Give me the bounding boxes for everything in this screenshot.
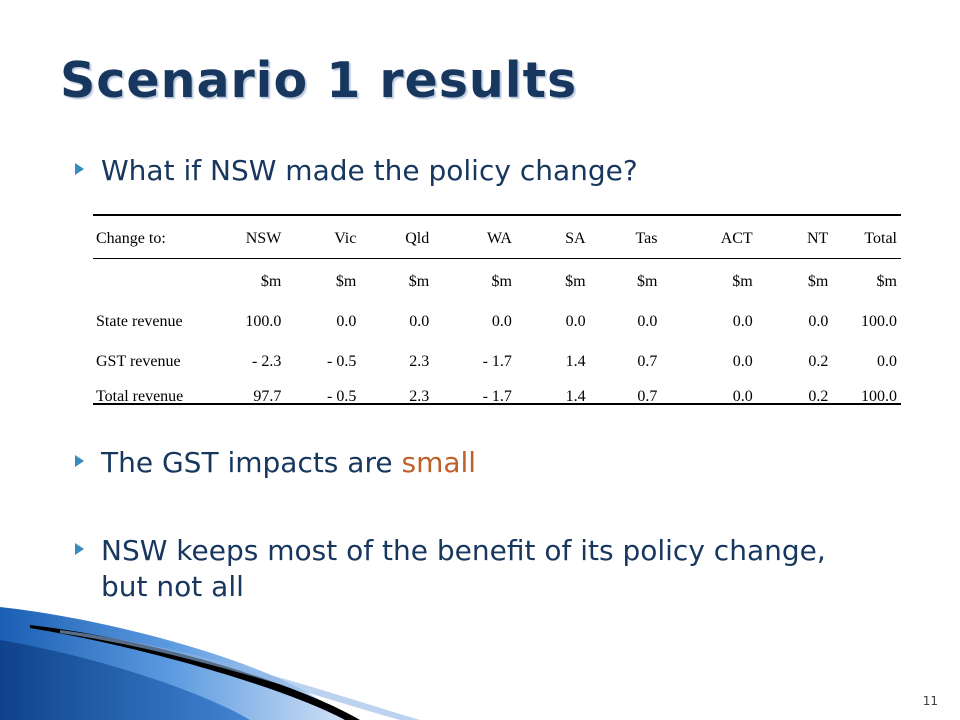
table-cell: - 0.5	[327, 352, 357, 370]
table-cell: 1.4	[565, 352, 586, 370]
unit-cell	[93, 264, 215, 299]
table-cell: - 0.5	[327, 388, 357, 405]
bullet-arrow-icon	[75, 163, 84, 175]
bullet-text: NSW keeps most of the benefit of its pol…	[101, 534, 826, 603]
row-label: State revenue	[96, 312, 183, 330]
unit-cell: $m	[876, 272, 897, 290]
table-cell: 1.4	[565, 388, 586, 405]
slide-number: 11	[922, 694, 938, 708]
table-cell: 0.0	[637, 312, 658, 330]
table-cell: 0.0	[336, 312, 357, 330]
unit-cell: $m	[565, 272, 586, 290]
table-cell: 0.7	[637, 388, 658, 405]
header-cell: Qld	[405, 230, 430, 247]
table-cell: - 1.7	[482, 352, 512, 370]
header-cell: WA	[487, 230, 512, 247]
table-cell: 2.3	[409, 388, 430, 405]
unit-cell: $m	[807, 272, 829, 290]
bullet-highlight-word: small	[401, 446, 477, 479]
unit-cell: $m	[732, 272, 753, 290]
table-rule-top	[93, 214, 901, 216]
header-cell: SA	[565, 230, 586, 247]
bullet-arrow-icon	[75, 455, 84, 467]
unit-cell: $m	[335, 272, 357, 290]
bullet-text: What if NSW made the policy change?	[101, 154, 638, 187]
header-cell: NSW	[245, 230, 282, 247]
header-cell: ACT	[720, 230, 753, 247]
table-cell: 0.0	[491, 312, 512, 330]
slide-title: Scenario 1 results	[60, 52, 578, 109]
table-cell: 0.0	[565, 312, 586, 330]
table-cell: 100.0	[245, 312, 282, 330]
table-cell: - 1.7	[482, 388, 512, 405]
table-cell: 100.0	[861, 312, 897, 330]
unit-cell: $m	[636, 272, 658, 290]
bullet-arrow-icon	[75, 543, 84, 555]
header-cell: Tas	[635, 230, 658, 247]
table-cell: 0.0	[877, 352, 897, 370]
revenue-table: Change to: NSW Vic Qld WA SA Tas ACT NT …	[93, 214, 901, 415]
table-cell: 100.0	[861, 388, 897, 405]
header-cell: Vic	[334, 230, 357, 247]
table-row: Total revenue 97.7 - 0.5 2.3 - 1.7 1.4 0…	[93, 379, 901, 415]
table-header-row: Change to: NSW Vic Qld WA SA Tas ACT NT …	[93, 214, 901, 264]
row-label: Total revenue	[96, 388, 184, 405]
header-cell: Change to:	[96, 230, 166, 247]
header-cell: NT	[807, 230, 829, 247]
table-cell: 97.7	[253, 388, 282, 405]
unit-cell: $m	[408, 272, 430, 290]
table-rule-bottom	[93, 403, 901, 405]
table-cell: 0.0	[732, 352, 753, 370]
unit-cell: $m	[491, 272, 512, 290]
table-cell: 0.0	[732, 388, 753, 405]
table-cell: 0.0	[409, 312, 430, 330]
table-row: State revenue 100.0 0.0 0.0 0.0 0.0 0.0 …	[93, 299, 901, 344]
table-cell: - 2.3	[251, 352, 282, 370]
table-row: GST revenue - 2.3 - 0.5 2.3 - 1.7 1.4 0.…	[93, 344, 901, 379]
table-cell: 0.2	[808, 388, 829, 405]
row-label: GST revenue	[96, 352, 181, 370]
table-rule-middle	[93, 258, 901, 259]
table-cell: 0.7	[637, 352, 658, 370]
table-cell: 0.0	[732, 312, 753, 330]
unit-cell: $m	[260, 272, 282, 290]
table-cell: 2.3	[409, 352, 430, 370]
bullet-text-main: The GST impacts are	[101, 446, 402, 479]
table-units-row: $m $m $m $m $m $m $m $m $m	[93, 264, 901, 299]
bullet-text: The GST impacts are small	[101, 445, 476, 481]
table-cell: 0.0	[808, 312, 829, 330]
header-cell: Total	[864, 230, 897, 247]
table-cell: 0.2	[808, 352, 829, 370]
